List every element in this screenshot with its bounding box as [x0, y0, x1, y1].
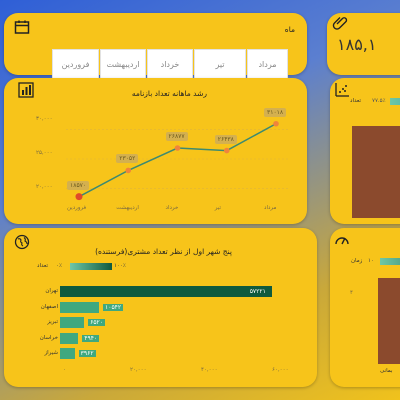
city-bar-value: ۴۹۴۰: [82, 334, 100, 342]
month-button-khordad[interactable]: خرداد: [147, 49, 193, 81]
city-bar-label: خراسان: [39, 334, 58, 341]
top-cities-title: پنج شهر اول از نظر تعداد مشتری(فرستنده): [95, 247, 232, 256]
top-cities-card: پنج شهر اول از نظر تعداد مشتری(فرستنده) …: [4, 228, 317, 387]
paperclip-icon: [332, 15, 348, 31]
city-bar[interactable]: [60, 348, 75, 359]
growth-data-point[interactable]: [75, 193, 83, 201]
growth-data-label: ۳۱۰۱۸: [264, 107, 287, 117]
growth-y-tick: ۲۵,۰۰۰: [36, 150, 53, 156]
growth-x-tick: اردیبهشت: [116, 205, 139, 211]
month-button-mordad[interactable]: مرداد: [247, 49, 288, 81]
growth-data-label: ۱۸۵۷۰: [67, 180, 90, 190]
cities-legend-label: تعداد: [37, 263, 49, 269]
gauge-legend-b: زمان: [351, 258, 363, 264]
city-bar-value: ۳۹۶۲: [78, 350, 96, 357]
growth-line-chart: [66, 120, 289, 201]
city-bar-value: ۵۷۲۲۱: [249, 288, 266, 295]
growth-data-point[interactable]: [223, 147, 230, 154]
growth-x-tick: مرداد: [264, 205, 277, 211]
gauge-y-tick: ۴: [350, 290, 353, 296]
gauge-x-label: بمانی: [380, 368, 393, 374]
growth-y-tick: ۲۰,۰۰۰: [36, 184, 53, 190]
cities-x-tick: ۲۰,۰۰۰: [130, 367, 147, 373]
growth-data-label: ۲۶۸۷۷: [165, 132, 188, 141]
city-bar[interactable]: [60, 301, 99, 313]
growth-x-tick: فروردین: [67, 205, 87, 211]
growth-x-tick: تیر: [214, 205, 221, 211]
gauge-chart-plot: [378, 278, 400, 364]
city-bar-label: شیراز: [44, 350, 59, 356]
side-legend-swatch: [390, 98, 400, 105]
month-slicer-title: ماه: [284, 25, 295, 34]
cities-x-tick: ۰: [63, 367, 66, 373]
growth-chart-title: رشد ماهانه تعداد بازنامه: [131, 89, 207, 98]
city-bar[interactable]: [60, 317, 85, 328]
city-bar-value: ۱۰۵۴۲: [103, 303, 124, 311]
gauge-icon: [334, 232, 350, 248]
city-bar[interactable]: [60, 286, 272, 297]
growth-y-tick: ۳۰,۰۰۰: [36, 116, 53, 122]
gauge-legend-a: ۱۰: [368, 258, 374, 264]
side-legend-label: تعداد: [350, 98, 362, 104]
side-chart-plot: [352, 126, 400, 218]
month-button-farvardin[interactable]: فروردین: [52, 49, 99, 81]
cities-legend-max: ۱۰۰٪: [114, 263, 126, 269]
growth-data-point[interactable]: [125, 167, 132, 174]
kpi-card: ۱۸۵,۱: [327, 13, 400, 75]
growth-data-point[interactable]: [174, 145, 181, 151]
cities-x-tick: ۶۰,۰۰۰: [272, 367, 289, 373]
month-button-tir[interactable]: تیر: [194, 49, 246, 81]
gauge-chart-card: زمان ۱۰ ۴ بمانی: [330, 228, 400, 387]
month-button-ordibehesht[interactable]: اردیبهشت: [100, 49, 146, 81]
growth-data-point[interactable]: [273, 120, 279, 127]
cities-legend-gradient: [70, 263, 112, 270]
cities-legend-min: ۰٪: [56, 263, 62, 269]
scatter-chart-icon: [334, 82, 350, 98]
globe-icon: [14, 234, 30, 250]
growth-chart-card: رشد ماهانه تعداد بازنامه ۳۰,۰۰۰ ۲۵,۰۰۰ ۲…: [4, 78, 307, 224]
gauge-legend-swatch: [380, 258, 400, 265]
month-slicer-card: ماه مرداد تیر خرداد اردیبهشت فروردین: [4, 13, 307, 81]
city-bar-label: تهران: [45, 288, 58, 294]
side-legend-percent: ۷۷.۵٪: [372, 98, 386, 104]
city-bar[interactable]: [60, 332, 79, 344]
kpi-value: ۱۸۵,۱: [337, 35, 377, 54]
side-chart-card: تعداد ۷۷.۵٪: [330, 78, 400, 224]
growth-data-label: ۲۳۰۵۲: [116, 154, 139, 164]
bar-chart-icon: [18, 82, 34, 98]
city-bar-value: ۶۵۲۰: [88, 319, 105, 326]
growth-data-label: ۲۶۴۳۸: [214, 134, 237, 144]
growth-x-tick: خرداد: [165, 205, 179, 211]
city-bar-label: تبریز: [47, 319, 58, 325]
city-bar-label: اصفهان: [40, 303, 58, 310]
cities-x-tick: ۴۰,۰۰۰: [201, 367, 218, 373]
calendar-icon: [14, 19, 30, 35]
